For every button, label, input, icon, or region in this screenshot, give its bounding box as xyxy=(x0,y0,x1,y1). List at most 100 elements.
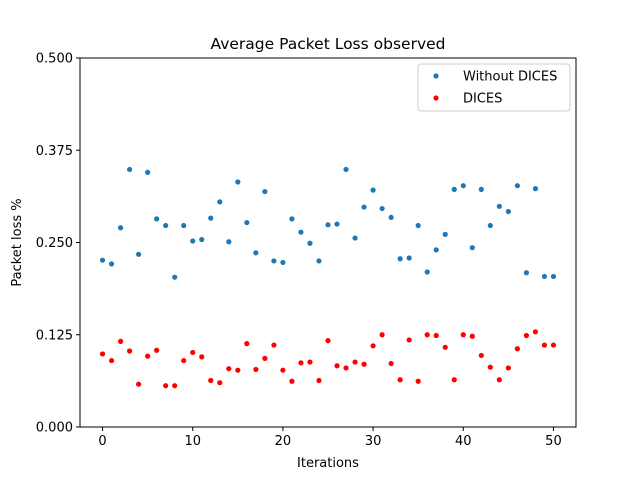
x-tick-label: 10 xyxy=(184,434,201,449)
chart-title: Average Packet Loss observed xyxy=(211,35,446,53)
data-point xyxy=(226,239,232,245)
plot-area xyxy=(99,166,557,389)
y-tick-label: 0.375 xyxy=(36,144,73,159)
x-axis-title: Iterations xyxy=(297,456,359,471)
data-point xyxy=(127,348,133,354)
data-point xyxy=(199,354,205,360)
data-point xyxy=(460,332,466,338)
data-point xyxy=(253,250,259,256)
data-point xyxy=(226,366,232,372)
data-point xyxy=(154,216,160,222)
y-tick-label: 0.000 xyxy=(36,421,73,436)
data-point xyxy=(325,222,331,228)
data-point xyxy=(532,329,539,335)
data-point xyxy=(478,186,484,192)
data-point xyxy=(262,355,268,361)
data-point xyxy=(199,236,205,243)
data-point xyxy=(541,273,548,280)
data-point xyxy=(217,380,223,386)
data-point xyxy=(433,247,439,253)
data-point xyxy=(496,377,502,383)
data-point xyxy=(190,238,196,244)
data-point xyxy=(217,199,223,205)
data-point xyxy=(271,342,277,348)
data-point xyxy=(262,188,268,195)
legend-label-without-dices: Without DICES xyxy=(463,70,557,85)
data-point xyxy=(442,344,448,350)
data-point xyxy=(136,381,142,387)
data-point xyxy=(334,221,340,227)
data-point xyxy=(379,332,385,338)
data-point xyxy=(469,333,475,339)
legend-label-dices: DICES xyxy=(463,92,502,107)
data-point xyxy=(163,222,169,229)
data-point xyxy=(136,251,142,257)
data-point xyxy=(154,347,160,353)
legend: Without DICES DICES xyxy=(417,63,571,112)
data-point xyxy=(505,365,511,371)
data-point xyxy=(307,359,313,365)
y-tick-label: 0.125 xyxy=(36,328,73,343)
data-point xyxy=(145,169,151,175)
data-point xyxy=(397,377,403,383)
data-point xyxy=(361,204,367,210)
data-point xyxy=(460,183,466,189)
x-tick-label: 30 xyxy=(365,434,382,449)
data-point xyxy=(298,229,304,235)
data-point xyxy=(514,183,520,189)
data-point xyxy=(117,338,124,344)
data-point xyxy=(108,357,115,364)
data-point xyxy=(424,332,430,338)
data-point xyxy=(478,352,484,359)
data-point xyxy=(208,215,214,221)
data-point xyxy=(415,378,421,384)
data-point xyxy=(108,261,115,267)
series-dices xyxy=(99,329,557,389)
data-point xyxy=(99,257,106,263)
data-point xyxy=(361,361,367,367)
data-point xyxy=(280,259,286,266)
data-point xyxy=(289,216,295,222)
data-point xyxy=(496,203,502,209)
x-tick-label: 0 xyxy=(98,434,106,449)
data-point xyxy=(163,383,169,389)
data-point xyxy=(145,353,151,359)
data-point xyxy=(343,166,349,173)
data-point xyxy=(541,342,548,348)
axes-frame xyxy=(79,57,577,428)
data-point xyxy=(316,377,322,384)
data-point xyxy=(181,222,187,229)
data-point xyxy=(487,222,493,229)
data-point xyxy=(316,258,322,264)
data-point xyxy=(325,338,331,344)
series-without-dices xyxy=(99,166,557,280)
y-tick-label: 0.250 xyxy=(36,236,73,251)
data-point xyxy=(253,366,259,373)
x-axis: 0 10 20 30 40 50 xyxy=(98,427,562,449)
data-point xyxy=(307,240,313,246)
data-point xyxy=(172,383,178,389)
data-point xyxy=(244,219,250,226)
data-point xyxy=(352,359,358,365)
data-point xyxy=(550,342,557,348)
data-point xyxy=(370,187,376,193)
y-axis-title: Packet loss % xyxy=(10,198,25,286)
x-tick-label: 20 xyxy=(275,434,292,449)
data-point xyxy=(433,332,439,339)
data-point xyxy=(244,341,250,347)
data-point xyxy=(208,377,214,384)
x-tick-label: 40 xyxy=(455,434,472,449)
data-point xyxy=(397,256,403,262)
data-point xyxy=(505,208,511,215)
x-tick-label: 50 xyxy=(545,434,562,449)
data-point xyxy=(271,258,277,264)
data-point xyxy=(334,363,340,369)
data-point xyxy=(235,367,241,373)
data-point xyxy=(235,179,241,185)
data-point xyxy=(370,343,376,349)
data-point xyxy=(523,270,530,276)
data-point xyxy=(127,166,133,173)
data-point xyxy=(415,222,421,229)
data-point xyxy=(487,364,493,370)
